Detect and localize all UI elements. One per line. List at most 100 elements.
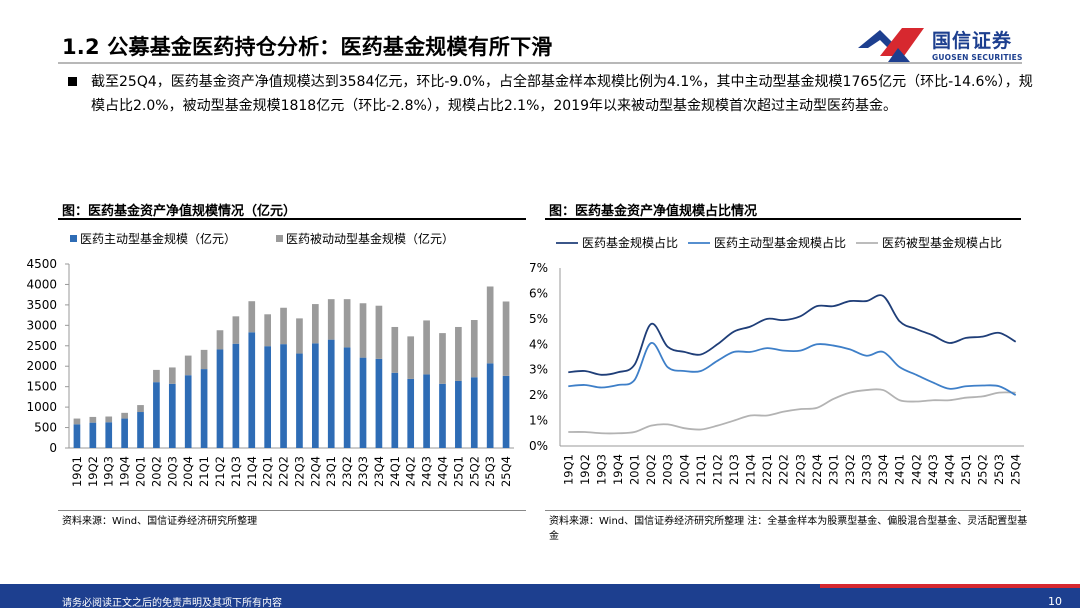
x-tick-label: 22Q4 [810, 454, 824, 485]
x-tick-label: 19Q1 [70, 456, 84, 487]
bar-active [502, 375, 510, 448]
y-tick-label: 3000 [26, 318, 57, 332]
x-tick-label: 25Q1 [451, 456, 465, 487]
x-tick-label: 25Q2 [467, 456, 481, 487]
x-tick-label: 25Q1 [959, 454, 973, 485]
logo-chinese-text: 国信证券 [932, 30, 1013, 52]
x-tick-label: 25Q4 [1009, 454, 1023, 485]
legend-label-passive: 医药被型基金规模占比 [882, 235, 1002, 250]
bar-active [264, 346, 271, 448]
y-tick-label: 6% [529, 286, 548, 300]
bar-passive [121, 412, 128, 419]
bar-passive [137, 405, 144, 413]
x-tick-label: 20Q4 [181, 456, 195, 487]
bar-passive [73, 418, 81, 425]
bar-passive [470, 320, 478, 378]
y-tick-label: 3% [529, 363, 548, 377]
summary-paragraph: 截至25Q4，医药基金资产净值规模达到3584亿元，环比-9.0%，占全部基金样… [91, 74, 1033, 114]
left-bar-chart: 医药主动型基金规模（亿元） 医药被动动型基金规模（亿元） 0 500 1000 1500 2… [26, 231, 514, 487]
bar-passive [439, 333, 446, 384]
bar-passive [359, 303, 367, 358]
page-number: 10 [1048, 595, 1062, 608]
bullet-icon [68, 77, 77, 86]
y-tick-label: 500 [34, 421, 57, 435]
bar-passive [502, 301, 510, 376]
logo-mark-icon [858, 28, 924, 62]
series-line-active [568, 342, 1017, 396]
footer-band [0, 588, 1080, 608]
x-tick-label: 21Q3 [229, 456, 243, 487]
y-tick-label: 2000 [26, 359, 57, 373]
bar-active [359, 357, 367, 448]
x-tick-label: 19Q2 [578, 454, 592, 485]
y-tick-label: 2% [529, 388, 548, 402]
x-tick-label: 20Q1 [134, 456, 148, 487]
bar-active [105, 422, 113, 448]
x-tick-label: 19Q3 [102, 456, 116, 487]
x-tick-label: 19Q3 [594, 454, 608, 485]
bar-active [89, 422, 97, 448]
bar-active [280, 344, 287, 448]
x-tick-label: 25Q3 [992, 454, 1006, 485]
right-chart-rule [545, 218, 1021, 220]
right-chart-source: 资料来源：Wind、国信证券经济研究所整理 注：全基金样本为股票型基金、偏股混合… [549, 516, 1028, 542]
x-tick-label: 21Q1 [197, 456, 211, 487]
legend-label-passive: 医药被动动型基金规模（亿元） [286, 231, 454, 246]
x-tick-label: 21Q4 [245, 456, 259, 487]
y-tick-label: 7% [529, 261, 548, 275]
bar-active [216, 349, 224, 448]
logo-english-text: GUOSEN SECURITIES [932, 53, 1023, 62]
x-tick-label: 19Q1 [561, 454, 575, 485]
bar-passive [89, 416, 97, 423]
bar-active [470, 377, 478, 448]
bar-passive [105, 416, 113, 423]
left-chart-bottom-rule [58, 510, 526, 511]
y-tick-label: 2500 [26, 339, 57, 353]
x-tick-label: 23Q1 [826, 454, 840, 485]
x-tick-label: 22Q3 [292, 456, 306, 487]
left-chart-source: 资料来源：Wind、国信证券经济研究所整理 [62, 516, 258, 527]
x-tick-label: 20Q2 [149, 456, 163, 487]
x-tick-label: 24Q3 [420, 456, 434, 487]
bar-active [375, 358, 383, 448]
bar-passive [184, 355, 192, 376]
legend-label-active: 医药主动型基金规模占比 [714, 235, 846, 250]
bar-active [391, 372, 399, 448]
legend-swatch-active [70, 235, 77, 242]
x-tick-label: 19Q4 [118, 456, 132, 487]
bar-passive [153, 369, 160, 383]
x-tick-label: 23Q4 [876, 454, 890, 485]
y-tick-label: 5% [529, 312, 548, 326]
bar-active [153, 382, 160, 448]
page-title: 1.2 公募基金医药持仓分析：医药基金规模有所下滑 [62, 35, 553, 59]
right-chart-bottom-rule [545, 510, 1021, 511]
legend-label-active: 医药主动型基金规模（亿元） [80, 231, 236, 246]
bar-passive [200, 349, 208, 370]
x-tick-label: 24Q3 [926, 454, 940, 485]
bar-passive [296, 318, 303, 354]
x-tick-label: 22Q2 [277, 456, 291, 487]
bar-active [327, 339, 335, 448]
legend-label-total: 医药基金规模占比 [582, 235, 678, 250]
bar-passive [312, 304, 319, 344]
x-tick-label: 24Q4 [435, 456, 449, 487]
x-tick-label: 20Q4 [677, 454, 691, 485]
x-tick-label: 23Q4 [372, 456, 386, 487]
x-tick-label: 20Q1 [628, 454, 642, 485]
x-tick-label: 21Q2 [213, 456, 227, 487]
bar-active [73, 424, 81, 448]
x-tick-label: 22Q2 [777, 454, 791, 485]
bar-active [168, 383, 176, 448]
bar-active [184, 375, 192, 448]
x-tick-label: 21Q2 [710, 454, 724, 485]
x-tick-label: 19Q2 [86, 456, 100, 487]
footer-disclaimer: 请务必阅读正文之后的免责声明及其项下所有内容 [62, 598, 282, 608]
brand-logo: 国信证券 GUOSEN SECURITIES [858, 22, 1028, 66]
y-tick-label: 3500 [26, 298, 57, 312]
bar-active [455, 380, 462, 448]
y-tick-label: 1500 [26, 380, 57, 394]
bar-active [137, 412, 144, 448]
y-tick-label: 4000 [26, 277, 57, 291]
x-tick-label: 24Q4 [942, 454, 956, 485]
x-tick-label: 23Q1 [324, 456, 338, 487]
